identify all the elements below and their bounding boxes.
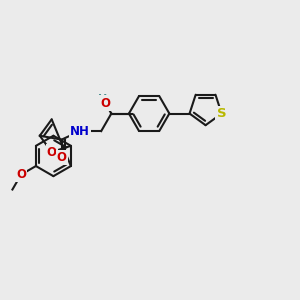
Text: H: H [98,94,107,104]
Text: O: O [57,151,67,164]
Text: S: S [217,107,226,120]
Text: NH: NH [70,124,90,138]
Text: O: O [16,168,26,181]
Text: O: O [100,97,110,110]
Text: O: O [47,146,57,159]
